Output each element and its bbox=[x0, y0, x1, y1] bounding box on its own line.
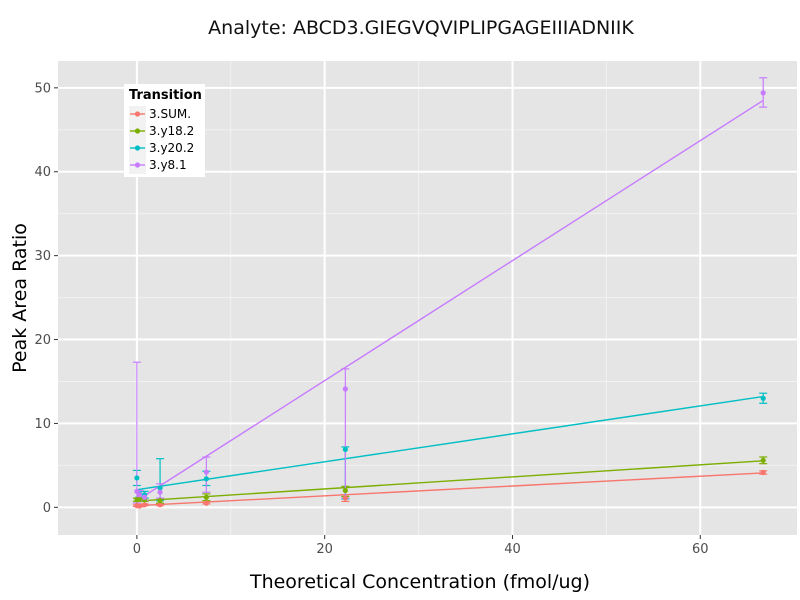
legend: Transition 3.SUM. 3.y18.2 3.y20.2 3.y8.1 bbox=[124, 84, 205, 177]
x-tick-label: 40 bbox=[504, 542, 521, 557]
legend-label-3-sum: 3.SUM. bbox=[149, 107, 191, 121]
data-point-3-sum bbox=[136, 503, 143, 509]
legend-key-point-3-y8-1 bbox=[134, 162, 141, 168]
x-tick-label: 0 bbox=[133, 542, 141, 557]
x-tick-label: 20 bbox=[316, 542, 333, 557]
y-tick-label: 40 bbox=[34, 165, 51, 180]
data-point-3-sum bbox=[157, 502, 163, 508]
data-point-3-y20-2 bbox=[760, 395, 766, 401]
chart-title: Analyte: ABCD3.GIEGVQVIPLIPGAGEIIIADNIIK bbox=[208, 17, 634, 39]
legend-title: Transition bbox=[129, 88, 202, 103]
legend-key-point-3-sum bbox=[134, 111, 141, 117]
legend-label-3-y8-1: 3.y8.1 bbox=[149, 158, 187, 172]
y-tick-label: 50 bbox=[34, 81, 51, 96]
legend-items: 3.SUM. 3.y18.2 3.y20.2 3.y8.1 bbox=[129, 106, 194, 174]
fit-lines bbox=[136, 99, 764, 507]
y-tick-label: 30 bbox=[34, 249, 51, 264]
data-point-3-sum bbox=[203, 500, 209, 506]
data-point-3-y18-2 bbox=[760, 457, 766, 463]
data-point-3-sum bbox=[760, 469, 766, 476]
data-point-3-y18-2 bbox=[342, 487, 348, 494]
y-tick-label: 20 bbox=[34, 333, 51, 348]
legend-key-point-3-y20-2 bbox=[134, 145, 141, 151]
x-axis-title: Theoretical Concentration (fmol/ug) bbox=[249, 571, 590, 593]
y-tick-label: 0 bbox=[43, 501, 51, 516]
data-point-3-y8-1 bbox=[203, 469, 209, 475]
data-point-3-y8-1 bbox=[342, 386, 348, 392]
data-points bbox=[134, 90, 766, 509]
legend-label-3-y18-2: 3.y18.2 bbox=[149, 124, 194, 138]
data-point-3-y8-1 bbox=[141, 494, 148, 500]
data-point-3-sum bbox=[141, 502, 148, 508]
data-point-3-y18-2 bbox=[136, 496, 143, 502]
legend-key-point-3-y18-2 bbox=[134, 128, 141, 134]
data-point-3-y8-1 bbox=[760, 90, 766, 96]
data-point-3-sum bbox=[342, 495, 348, 501]
fit-line-3-y20-2 bbox=[136, 395, 764, 491]
data-point-3-y18-2 bbox=[203, 494, 209, 500]
data-point-3-y8-1 bbox=[136, 492, 143, 498]
data-point-3-y20-2 bbox=[157, 485, 163, 491]
legend-label-3-y20-2: 3.y20.2 bbox=[149, 141, 194, 155]
y-axis-title: Peak Area Ratio bbox=[9, 223, 31, 373]
fit-line-3-y8-1 bbox=[136, 99, 764, 502]
y-tick-label: 10 bbox=[34, 417, 51, 432]
fit-line-3-y18-2 bbox=[136, 460, 764, 502]
fit-line-3-sum bbox=[136, 472, 764, 507]
data-point-3-y20-2 bbox=[342, 446, 348, 453]
data-point-3-y20-2 bbox=[134, 475, 140, 481]
y-axis: 0 10 20 30 40 50 bbox=[34, 81, 58, 516]
data-point-3-y8-1 bbox=[157, 489, 163, 495]
data-point-3-y20-2 bbox=[203, 476, 209, 482]
x-axis: 0 20 40 60 bbox=[133, 535, 709, 557]
x-tick-label: 60 bbox=[692, 542, 709, 557]
data-point-3-y18-2 bbox=[157, 498, 163, 504]
